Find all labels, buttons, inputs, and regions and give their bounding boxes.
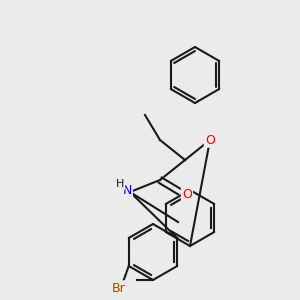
Text: N: N xyxy=(122,184,132,197)
Text: H: H xyxy=(116,179,124,189)
Text: O: O xyxy=(205,134,215,146)
Text: Br: Br xyxy=(112,281,126,295)
Text: O: O xyxy=(182,188,192,202)
